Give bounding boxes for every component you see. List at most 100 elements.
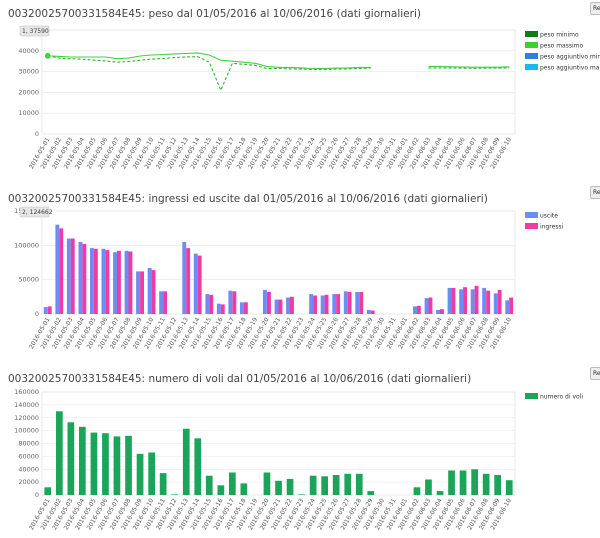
bar-ingressi[interactable]: [347, 292, 352, 314]
bar-uscite[interactable]: [309, 294, 314, 314]
bar-uscite[interactable]: [274, 299, 279, 314]
bar-uscite[interactable]: [366, 309, 371, 314]
bar-uscite[interactable]: [355, 292, 360, 314]
bar-numero-di-voli[interactable]: [309, 475, 317, 495]
bar-numero-di-voli[interactable]: [436, 491, 444, 495]
bar-ingressi[interactable]: [497, 290, 502, 314]
bar-ingressi[interactable]: [324, 294, 329, 314]
bar-numero-di-voli[interactable]: [344, 473, 352, 495]
bar-uscite[interactable]: [493, 293, 498, 314]
bar-ingressi[interactable]: [474, 285, 479, 314]
bar-numero-di-voli[interactable]: [136, 453, 144, 495]
bar-uscite[interactable]: [124, 250, 129, 314]
bar-uscite[interactable]: [78, 241, 83, 314]
bar-ingressi[interactable]: [428, 297, 433, 315]
bar-ingressi[interactable]: [416, 305, 421, 314]
bar-numero-di-voli[interactable]: [448, 470, 455, 496]
bar-numero-di-voli[interactable]: [90, 432, 98, 495]
bar-numero-di-voli[interactable]: [171, 494, 178, 495]
bar-ingressi[interactable]: [47, 306, 52, 314]
bar-uscite[interactable]: [332, 294, 337, 314]
bar-uscite[interactable]: [470, 289, 475, 314]
bar-numero-di-voli[interactable]: [367, 491, 375, 495]
bar-numero-di-voli[interactable]: [79, 426, 86, 495]
bar-uscite[interactable]: [482, 287, 487, 314]
bar-uscite[interactable]: [320, 295, 325, 315]
bar-numero-di-voli[interactable]: [240, 483, 248, 495]
bar-uscite[interactable]: [413, 306, 417, 314]
bar-numero-di-voli[interactable]: [182, 428, 190, 495]
reset-zoom-button[interactable]: Re: [590, 367, 600, 380]
bar-uscite[interactable]: [436, 309, 440, 314]
bar-uscite[interactable]: [90, 248, 94, 314]
bar-ingressi[interactable]: [313, 295, 317, 315]
bar-ingressi[interactable]: [59, 228, 64, 314]
bar-ingressi[interactable]: [451, 287, 456, 314]
bar-numero-di-voli[interactable]: [44, 487, 52, 495]
bar-ingressi[interactable]: [267, 292, 271, 314]
bar-numero-di-voli[interactable]: [217, 485, 225, 495]
bar-numero-di-voli[interactable]: [275, 480, 282, 495]
bar-uscite[interactable]: [113, 252, 117, 314]
bar-ingressi[interactable]: [70, 238, 75, 315]
bar-numero-di-voli[interactable]: [159, 473, 167, 495]
bar-ingressi[interactable]: [128, 251, 133, 315]
bar-uscite[interactable]: [205, 294, 210, 314]
bar-uscite[interactable]: [447, 287, 452, 314]
weight-line-chart[interactable]: 0100002000030000400002016-05-012016-05-0…: [0, 22, 600, 180]
bar-numero-di-voli[interactable]: [125, 435, 132, 495]
bar-ingressi[interactable]: [105, 250, 110, 314]
bar-ingressi[interactable]: [93, 248, 98, 314]
bar-uscite[interactable]: [43, 307, 48, 314]
bar-numero-di-voli[interactable]: [494, 475, 501, 495]
bar-uscite[interactable]: [424, 298, 429, 314]
bar-uscite[interactable]: [101, 248, 106, 314]
bar-ingressi[interactable]: [370, 310, 375, 314]
bar-numero-di-voli[interactable]: [67, 422, 75, 495]
bar-numero-di-voli[interactable]: [102, 433, 109, 495]
bar-ingressi[interactable]: [290, 296, 294, 314]
bar-numero-di-voli[interactable]: [321, 476, 328, 495]
bar-numero-di-voli[interactable]: [459, 470, 467, 496]
bar-ingressi[interactable]: [336, 294, 341, 314]
bar-uscite[interactable]: [136, 271, 140, 314]
bar-numero-di-voli[interactable]: [505, 480, 513, 495]
bar-uscite[interactable]: [182, 241, 187, 314]
bar-ingressi[interactable]: [359, 292, 364, 314]
bar-ingressi[interactable]: [220, 304, 225, 314]
bar-uscite[interactable]: [193, 253, 198, 314]
bar-numero-di-voli[interactable]: [148, 452, 155, 496]
reset-zoom-button[interactable]: Re: [590, 186, 600, 199]
flights-bar-chart[interactable]: 0 20000 40000 60000 80000 100000 120000 140000 1…: [0, 386, 600, 538]
bar-uscite[interactable]: [159, 291, 164, 314]
bar-numero-di-voli[interactable]: [229, 472, 236, 496]
bar-numero-di-voli[interactable]: [298, 494, 305, 495]
bar-ingressi[interactable]: [163, 291, 167, 314]
bar-uscite[interactable]: [66, 238, 71, 315]
bar-uscite[interactable]: [263, 290, 267, 314]
reset-zoom-button[interactable]: Re: [590, 2, 600, 15]
bar-uscite[interactable]: [459, 289, 464, 314]
bar-uscite[interactable]: [343, 291, 348, 314]
bar-numero-di-voli[interactable]: [56, 411, 63, 495]
bar-numero-di-voli[interactable]: [413, 487, 421, 495]
bar-ingressi[interactable]: [243, 302, 248, 314]
bar-ingressi[interactable]: [232, 291, 237, 314]
bar-ingressi[interactable]: [278, 299, 283, 314]
bar-numero-di-voli[interactable]: [205, 475, 213, 495]
bar-ingressi[interactable]: [117, 250, 121, 314]
bar-ingressi[interactable]: [209, 294, 214, 314]
bar-uscite[interactable]: [55, 224, 60, 314]
bar-ingressi[interactable]: [82, 244, 87, 314]
bar-ingressi[interactable]: [151, 270, 156, 314]
bar-uscite[interactable]: [240, 302, 244, 314]
bar-ingressi[interactable]: [197, 255, 202, 314]
bar-uscite[interactable]: [286, 297, 290, 315]
bar-numero-di-voli[interactable]: [355, 473, 363, 495]
bar-ingressi[interactable]: [186, 248, 191, 314]
bar-numero-di-voli[interactable]: [482, 473, 490, 495]
bar-uscite[interactable]: [216, 303, 221, 314]
bar-numero-di-voli[interactable]: [471, 469, 478, 496]
bar-numero-di-voli[interactable]: [332, 475, 340, 495]
bar-uscite[interactable]: [147, 268, 152, 314]
